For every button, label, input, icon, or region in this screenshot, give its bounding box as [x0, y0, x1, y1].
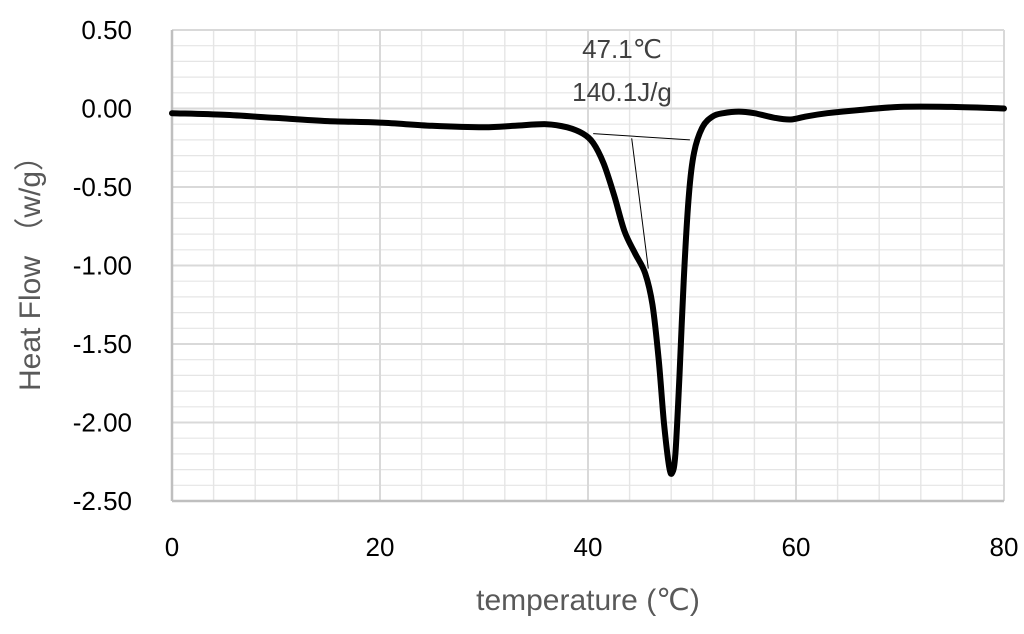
- x-axis-title: temperature (℃): [476, 584, 700, 617]
- annotation-enthalpy: 140.1J/g: [572, 77, 672, 107]
- x-tick-label: 60: [782, 532, 811, 562]
- annotation-peak-temperature: 47.1℃: [582, 34, 662, 64]
- series: [169, 103, 1007, 477]
- x-tick-label: 40: [574, 532, 603, 562]
- y-tick-label: -0.50: [73, 172, 132, 202]
- x-tick-label: 20: [366, 532, 395, 562]
- x-tick-label: 80: [990, 532, 1019, 562]
- baseline-construction: [593, 133, 690, 269]
- y-tick-label: 0.50: [81, 15, 132, 45]
- y-axis-title: Heat Flow （w/g）: [14, 141, 47, 391]
- y-tick-label: -1.00: [73, 251, 132, 281]
- y-tick-label: 0.00: [81, 94, 132, 124]
- y-tick-label: -2.00: [73, 408, 132, 438]
- tick-labels: 0 20 40 60 80 0.50 0.00 -0.50 -1.00 -1.50 -2.00 -2.…: [73, 15, 1019, 562]
- construction-line: [631, 138, 649, 269]
- heat-flow-curve: [169, 103, 1007, 477]
- axes: [170, 30, 1004, 503]
- y-tick-label: -1.50: [73, 329, 132, 359]
- y-tick-label: -2.50: [73, 486, 132, 516]
- x-tick-label: 0: [165, 532, 179, 562]
- construction-line: [593, 133, 690, 141]
